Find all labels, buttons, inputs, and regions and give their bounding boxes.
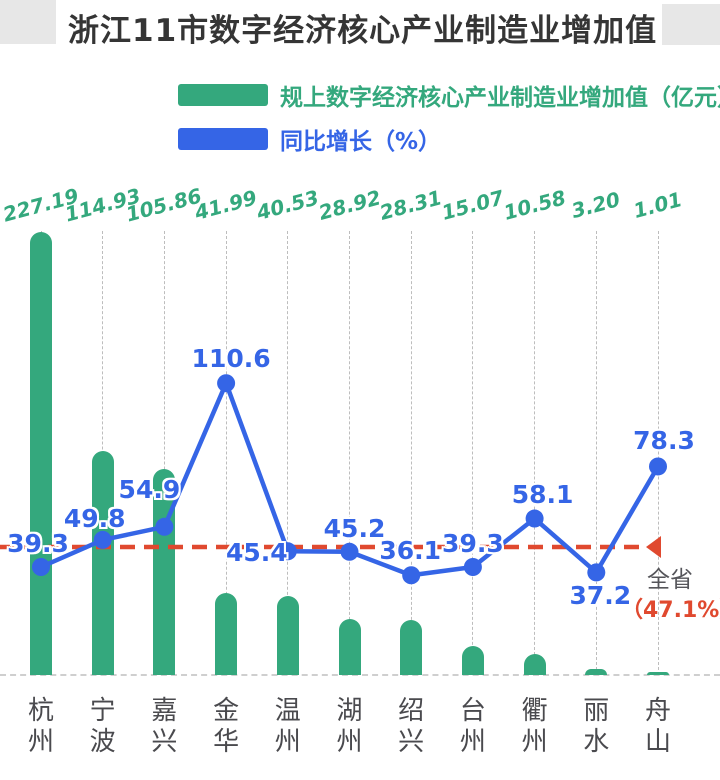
bar-series-swatch-icon <box>178 84 268 106</box>
line-marker-金华 <box>217 374 236 393</box>
line-value-label: 39.3 <box>442 529 504 558</box>
city-axis-label-宁波: 宁波 <box>89 696 116 757</box>
bar-台州 <box>461 645 484 675</box>
reference-line-value-label: （47.1%） <box>621 598 720 623</box>
city-axis-label-舟山: 舟山 <box>644 696 671 757</box>
bar-series-legend-label: 规上数字经济核心产业制造业增加值（亿元） <box>280 85 720 111</box>
line-value-label: 36.1 <box>379 536 442 566</box>
city-axis-label-绍兴: 绍兴 <box>398 696 425 757</box>
reference-line-label: 全省 <box>647 567 693 593</box>
line-value-label: 49.8 <box>63 503 126 533</box>
bar-金华 <box>215 593 238 675</box>
bar-绍兴 <box>400 619 423 675</box>
line-marker-舟山 <box>649 457 667 476</box>
reference-arrow-icon <box>646 536 661 558</box>
chart-legend: 规上数字经济核心产业制造业增加值（亿元） 同比增长（%） <box>178 83 720 171</box>
bar-丽水 <box>585 668 608 675</box>
line-value-label: 37.2 <box>569 581 632 611</box>
city-axis-label-湖州: 湖州 <box>336 696 363 757</box>
gridline <box>657 231 659 675</box>
bar-衢州 <box>523 654 546 675</box>
gridline <box>410 231 412 675</box>
line-marker-宁波 <box>93 530 112 549</box>
line-series-legend-label: 同比增长（%） <box>280 129 442 155</box>
gridline <box>225 231 227 675</box>
line-value-label: 110.6 <box>191 344 271 374</box>
line-value-label: 45.4 <box>225 538 288 568</box>
gridline <box>287 231 289 675</box>
city-axis-label-台州: 台州 <box>459 696 486 757</box>
line-series-swatch-icon <box>178 128 268 150</box>
line-value-label: 54.9 <box>118 474 181 504</box>
line-value-label: 45.2 <box>323 513 386 543</box>
line-marker-温州 <box>278 542 297 561</box>
x-axis-baseline <box>0 674 720 676</box>
line-marker-丽水 <box>587 563 606 582</box>
line-marker-台州 <box>463 558 482 576</box>
line-value-label: 39.3 <box>7 529 69 558</box>
line-marker-嘉兴 <box>155 517 174 536</box>
gridline <box>595 231 597 675</box>
line-value-label: 58.1 <box>511 479 574 509</box>
line-marker-湖州 <box>340 542 359 561</box>
gridline <box>472 231 474 675</box>
gridline <box>163 231 165 675</box>
city-axis-label-丽水: 丽水 <box>583 696 610 757</box>
line-marker-衢州 <box>525 509 544 528</box>
legend-item-line-series[interactable]: 同比增长（%） <box>178 127 720 155</box>
line-value-label: 78.3 <box>633 426 695 456</box>
bar-宁波 <box>91 450 114 675</box>
bar-温州 <box>276 595 299 675</box>
bar-湖州 <box>338 618 361 675</box>
bar-舟山 <box>647 672 669 675</box>
line-marker-杭州 <box>32 558 50 576</box>
gridline <box>534 231 536 675</box>
city-axis-label-杭州: 杭州 <box>27 696 54 757</box>
corner-decoration-right <box>662 4 720 45</box>
page-title: 浙江11市数字经济核心产业制造业增加值 <box>68 13 658 49</box>
city-axis-label-嘉兴: 嘉兴 <box>151 696 178 757</box>
city-axis-label-衢州: 衢州 <box>521 696 548 757</box>
city-axis-label-金华: 金华 <box>213 696 240 757</box>
line-marker-绍兴 <box>402 566 421 585</box>
corner-decoration-left <box>0 0 56 44</box>
gridline <box>349 231 350 675</box>
city-axis-label-温州: 温州 <box>274 696 301 757</box>
legend-item-bar-series[interactable]: 规上数字经济核心产业制造业增加值（亿元） <box>178 83 720 111</box>
